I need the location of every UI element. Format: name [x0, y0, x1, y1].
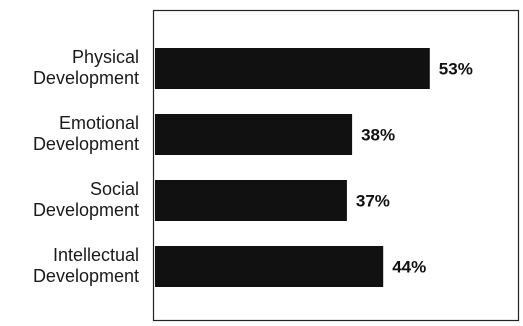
bars-group — [155, 48, 430, 287]
bar-emotional-development — [155, 114, 353, 155]
category-label-line: Physical — [72, 47, 139, 67]
category-label-line: Emotional — [59, 113, 139, 133]
value-label-physical-development: 53% — [439, 60, 473, 79]
category-label-intellectual-development: Intellectual Development — [33, 245, 139, 286]
value-label-social-development: 37% — [356, 192, 390, 211]
value-label-intellectual-development: 44% — [392, 258, 426, 277]
bar-physical-development — [155, 48, 430, 89]
category-label-line: Development — [33, 134, 139, 154]
category-label-line: Development — [33, 200, 139, 220]
category-label-emotional-development: Emotional Development — [33, 113, 139, 154]
category-label-line: Intellectual — [53, 245, 139, 265]
category-label-physical-development: Physical Development — [33, 47, 139, 88]
value-labels-group: 53% 38% 37% 44% — [356, 60, 473, 277]
value-label-emotional-development: 38% — [361, 126, 395, 145]
category-label-line: Development — [33, 68, 139, 88]
bar-intellectual-development — [155, 246, 384, 287]
bar-social-development — [155, 180, 347, 221]
category-label-line: Development — [33, 266, 139, 286]
plot-frame — [152, 9, 520, 322]
category-label-line: Social — [90, 179, 139, 199]
category-label-social-development: Social Development — [33, 179, 139, 220]
